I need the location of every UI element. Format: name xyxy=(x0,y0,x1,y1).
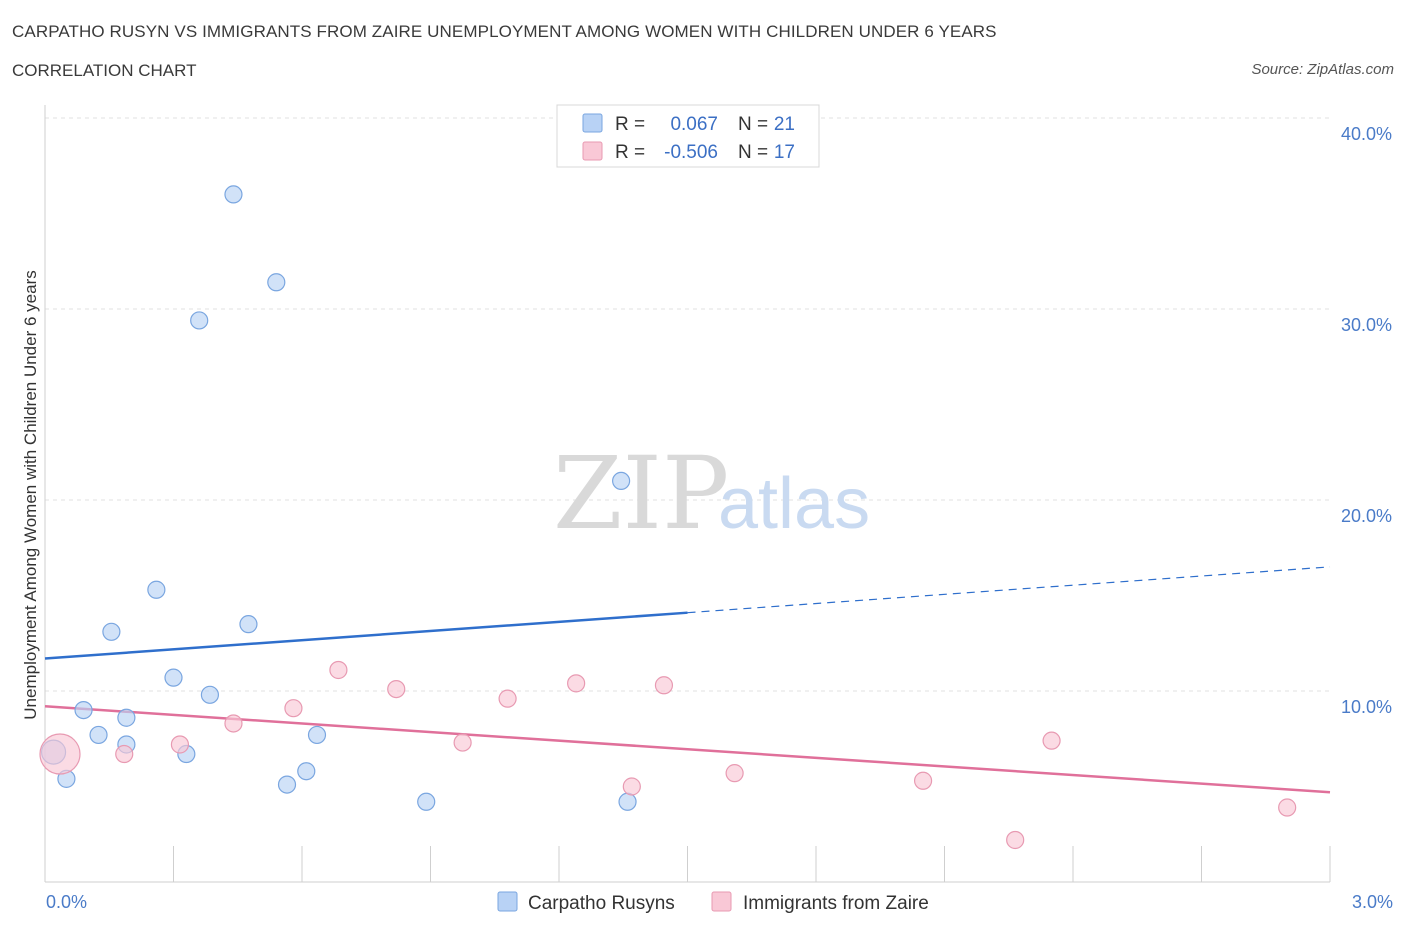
point-carpatho xyxy=(164,668,183,687)
watermark-atlas: atlas xyxy=(718,464,870,544)
point-carpatho xyxy=(417,792,436,811)
point-zaire xyxy=(498,689,517,708)
x-tick-label-max: 3.0% xyxy=(1352,892,1393,912)
legend-r-label-1: R = xyxy=(615,114,645,135)
point-carpatho xyxy=(89,725,108,745)
y-axis-label: Unemployment Among Women with Children U… xyxy=(21,270,40,719)
source-label: Source: ZipAtlas.com xyxy=(1251,61,1394,78)
point-carpatho xyxy=(267,273,286,292)
point-zaire xyxy=(913,771,933,790)
trend-lines xyxy=(44,566,1331,794)
point-carpatho xyxy=(618,792,637,811)
legend-r-value-2: -0.506 xyxy=(664,142,718,163)
point-zaire xyxy=(387,679,406,699)
watermark: ZIP atlas xyxy=(553,435,870,552)
axes xyxy=(44,105,1331,883)
point-carpatho xyxy=(297,762,316,781)
data-points xyxy=(39,185,1297,850)
bottom-legend-label-carpatho: Carpatho Rusyns xyxy=(528,893,675,914)
trend-line-zaire xyxy=(44,705,1331,794)
point-zaire xyxy=(170,735,190,754)
point-carpatho xyxy=(190,311,209,330)
legend: R = 0.067 N = 21 R = -0.506 N = 17 xyxy=(556,104,820,168)
point-zaire xyxy=(39,733,81,775)
chart-title: CARPATHO RUSYN VS IMMIGRANTS FROM ZAIRE … xyxy=(12,22,997,41)
legend-r-value-1: 0.067 xyxy=(670,114,718,135)
point-zaire xyxy=(284,699,303,718)
legend-n-label-2: N = xyxy=(738,142,768,163)
point-zaire xyxy=(654,676,674,695)
y-tick-label: 30.0% xyxy=(1341,315,1392,335)
point-zaire xyxy=(1006,830,1025,850)
x-tick-labels: 0.0% 3.0% xyxy=(46,892,1393,912)
bottom-legend-swatch-carpatho xyxy=(497,891,518,912)
point-zaire xyxy=(1278,798,1297,817)
trend-line-extension-carpatho xyxy=(687,566,1331,614)
y-tick-labels: 10.0% 20.0% 30.0% 40.0% xyxy=(1341,124,1392,717)
chart-subtitle: CORRELATION CHART xyxy=(12,61,197,80)
bottom-legend: Carpatho Rusyns Immigrants from Zaire xyxy=(497,891,929,914)
point-carpatho xyxy=(307,725,327,745)
point-zaire xyxy=(115,744,134,764)
y-tick-label: 40.0% xyxy=(1341,124,1392,144)
point-carpatho xyxy=(277,775,297,794)
bottom-legend-label-zaire: Immigrants from Zaire xyxy=(743,893,929,914)
point-carpatho xyxy=(239,615,258,634)
legend-r-label-2: R = xyxy=(615,142,645,163)
legend-n-label-1: N = xyxy=(738,114,768,135)
x-tick-label-min: 0.0% xyxy=(46,892,87,912)
point-carpatho xyxy=(224,185,243,204)
point-carpatho xyxy=(117,708,136,727)
point-carpatho xyxy=(147,580,166,599)
y-tick-label: 10.0% xyxy=(1341,697,1392,717)
point-zaire xyxy=(567,674,586,693)
point-carpatho xyxy=(200,685,220,704)
trend-line-carpatho xyxy=(44,611,688,660)
point-zaire xyxy=(224,714,243,733)
grid-lines xyxy=(45,117,1330,692)
legend-swatch-carpatho xyxy=(582,113,603,133)
point-carpatho xyxy=(612,471,631,490)
legend-n-value-2: 17 xyxy=(774,142,795,163)
point-carpatho xyxy=(102,622,121,641)
legend-n-value-1: 21 xyxy=(774,114,795,135)
point-zaire xyxy=(725,764,744,783)
legend-swatch-zaire xyxy=(582,141,603,161)
point-zaire xyxy=(453,733,472,752)
point-zaire xyxy=(1042,731,1061,750)
point-zaire xyxy=(329,660,348,680)
point-carpatho xyxy=(74,700,93,720)
y-tick-label: 20.0% xyxy=(1341,506,1392,526)
point-zaire xyxy=(622,777,641,796)
bottom-legend-swatch-zaire xyxy=(711,891,732,912)
watermark-zip: ZIP xyxy=(553,435,729,552)
